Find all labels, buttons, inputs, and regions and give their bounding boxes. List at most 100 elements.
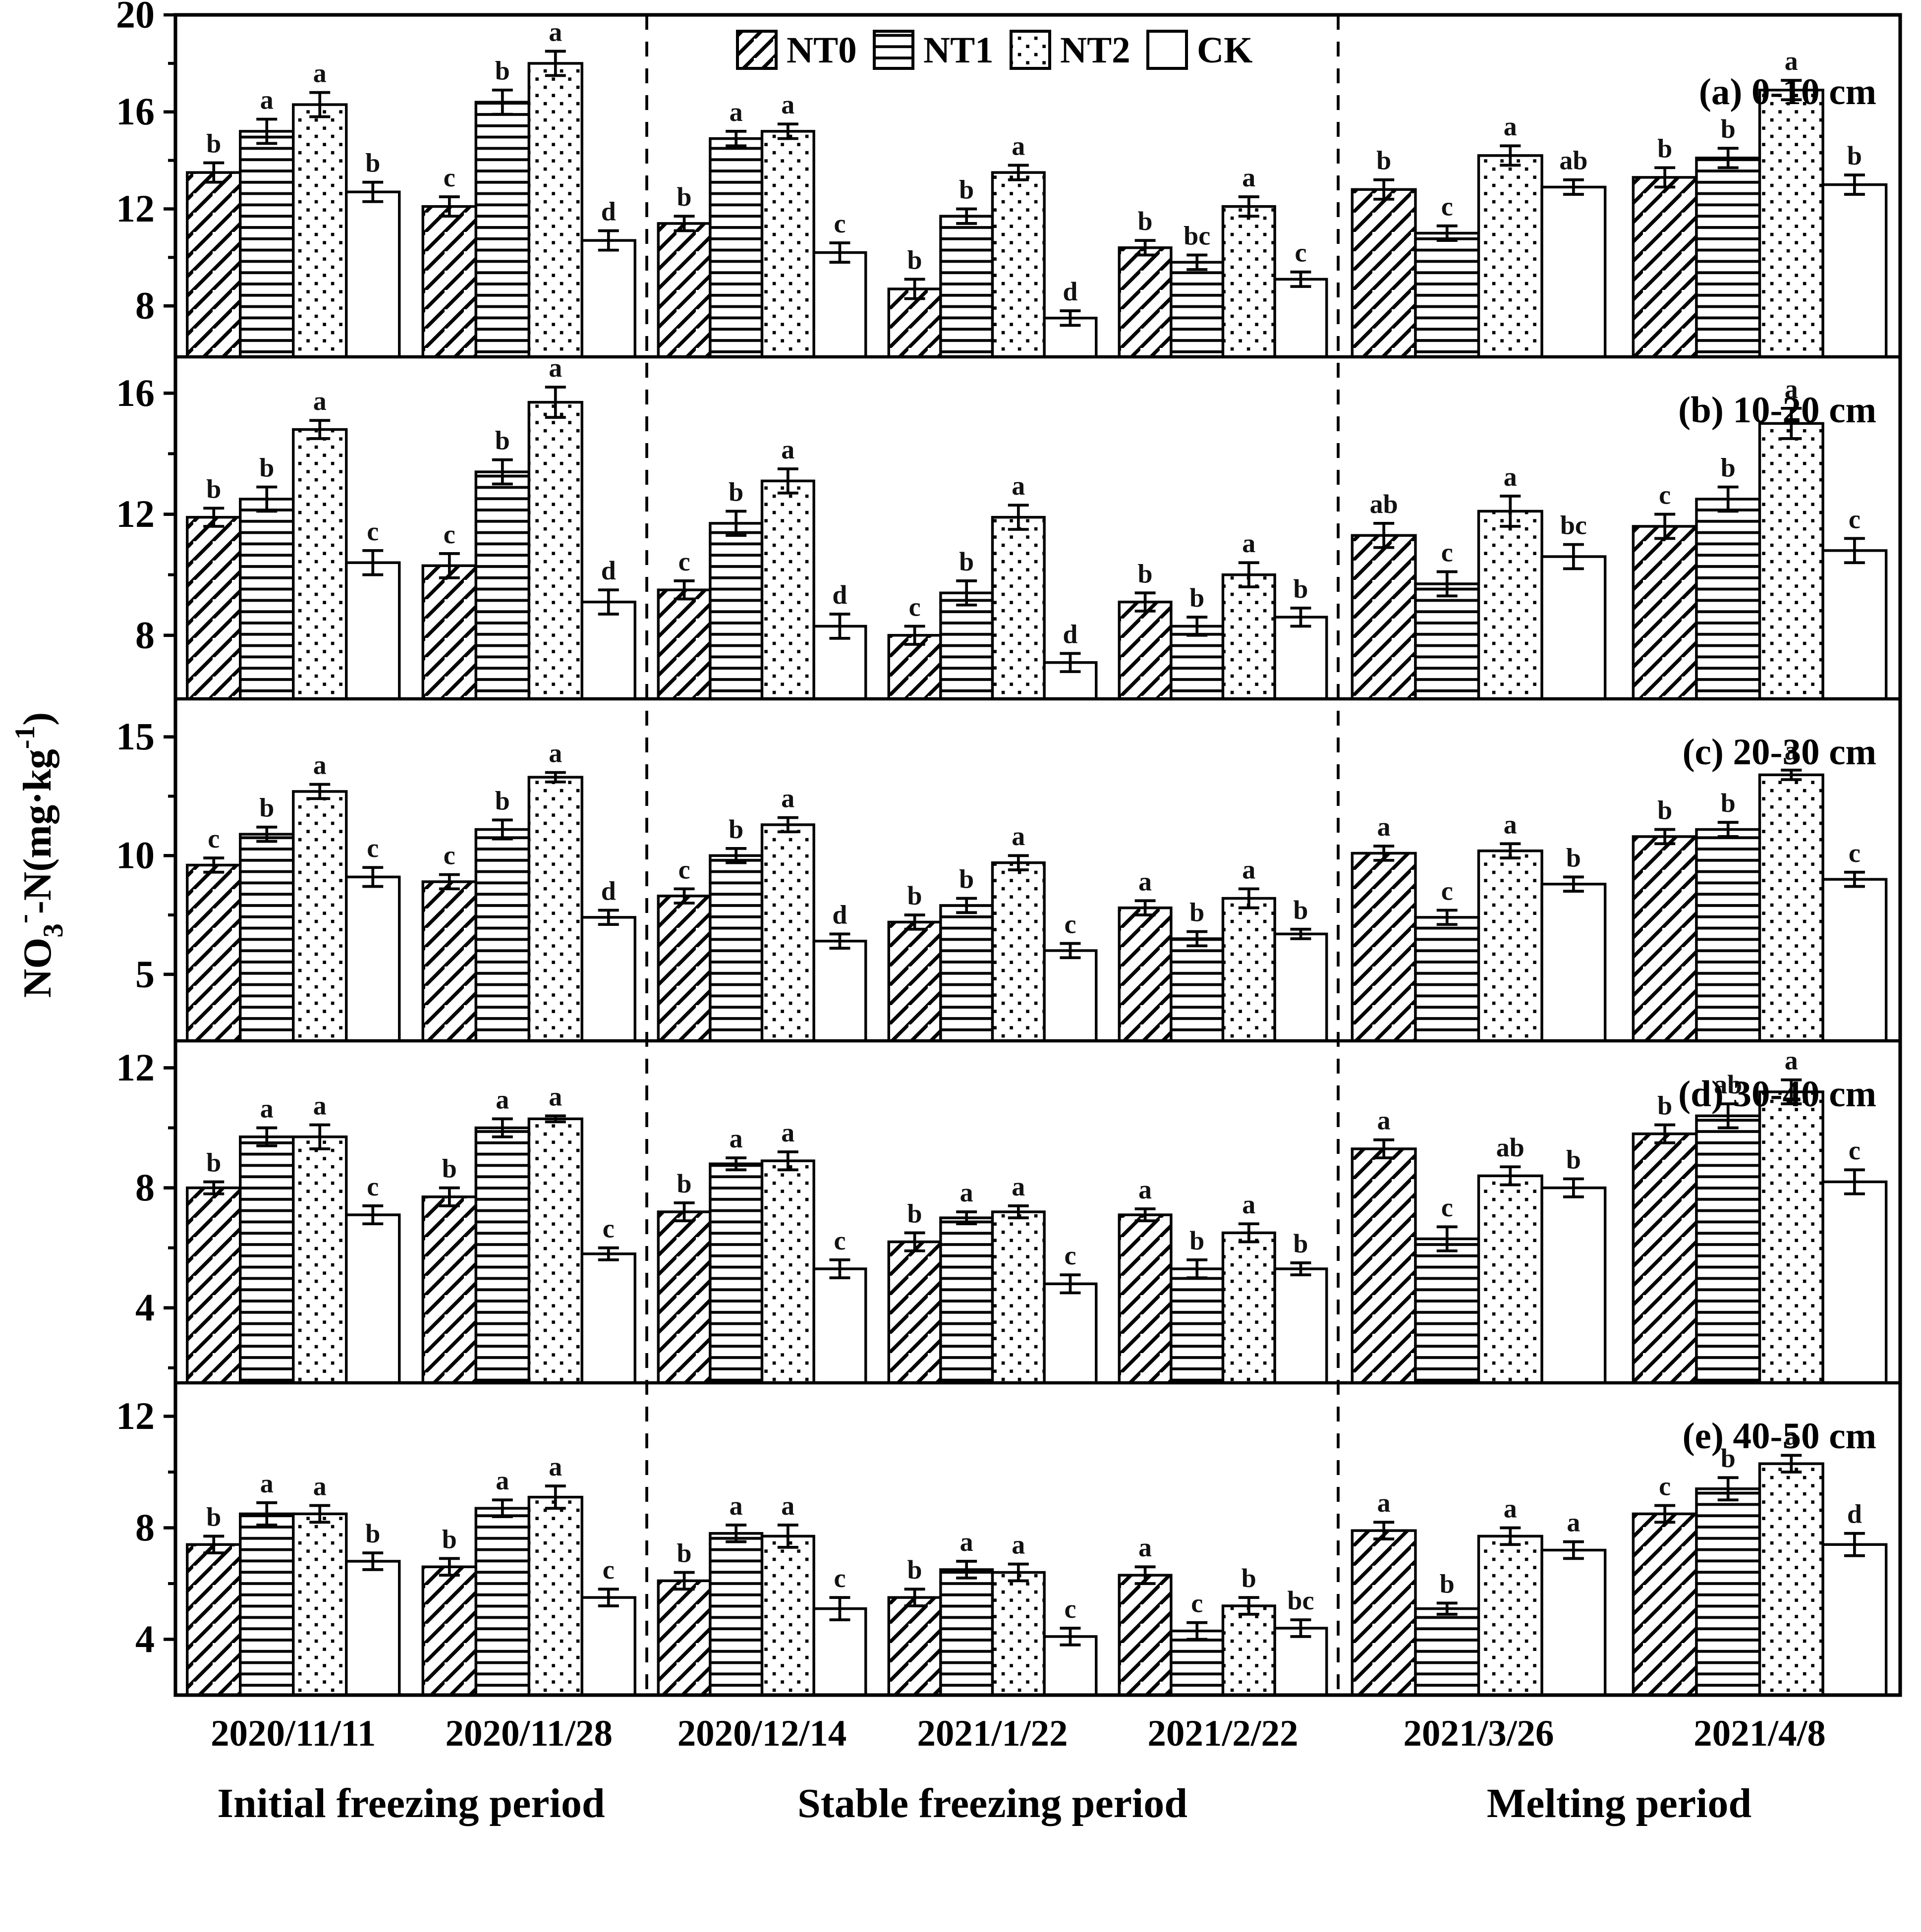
bar-NT1 bbox=[474, 1126, 530, 1384]
sig-letter: a bbox=[1012, 131, 1025, 161]
y-tick-label: 10 bbox=[116, 834, 155, 877]
bar-NT0 bbox=[1632, 176, 1698, 358]
sig-letter: c bbox=[208, 824, 220, 853]
bar-CK bbox=[812, 1607, 867, 1697]
error-bar bbox=[1134, 899, 1156, 916]
error-bar bbox=[1060, 942, 1081, 960]
panel-depth-label: (a) 0-10 cm bbox=[1699, 71, 1876, 113]
error-bar bbox=[492, 88, 513, 116]
bar-NT1 bbox=[239, 1135, 295, 1384]
bar-CK bbox=[1273, 1627, 1328, 1697]
error-bar bbox=[1781, 768, 1802, 781]
sig-letter: b bbox=[495, 56, 510, 86]
error-bar bbox=[1844, 537, 1865, 565]
sig-letter: c bbox=[367, 833, 379, 863]
y-tick-label: 4 bbox=[135, 1618, 155, 1660]
error-bar bbox=[439, 873, 460, 891]
bar-NT0 bbox=[1632, 525, 1698, 700]
error-bar bbox=[1373, 1521, 1395, 1540]
plot-frame bbox=[173, 13, 1902, 1697]
error-bar bbox=[203, 161, 225, 184]
bar-NT2 bbox=[292, 1135, 348, 1384]
bar-NT1 bbox=[939, 904, 994, 1042]
y-tick-label: 8 bbox=[135, 1506, 155, 1549]
bar-CK bbox=[1043, 1282, 1098, 1384]
sig-letter: a bbox=[1012, 471, 1025, 501]
bar-NT0 bbox=[657, 222, 712, 358]
sig-letter: a bbox=[960, 1178, 973, 1207]
sig-letter: ab bbox=[1370, 489, 1398, 519]
bar-NT2 bbox=[760, 130, 815, 358]
sig-letter: a bbox=[1012, 1172, 1025, 1201]
error-bar bbox=[1060, 652, 1081, 673]
y-tick-label: 15 bbox=[116, 715, 155, 758]
error-bar bbox=[439, 1186, 460, 1207]
sig-letter: a bbox=[1242, 854, 1255, 884]
bar-CK bbox=[812, 1267, 867, 1384]
sig-letter: a bbox=[260, 85, 274, 114]
y-tick-label: 16 bbox=[116, 372, 155, 414]
sig-letter: b bbox=[1657, 1090, 1672, 1120]
sig-letter: a bbox=[260, 1469, 274, 1498]
x-date-label: 2020/11/11 bbox=[211, 1713, 376, 1754]
sig-letter: a bbox=[1504, 809, 1517, 839]
bar-NT0 bbox=[657, 588, 712, 700]
bar-NT1 bbox=[239, 130, 295, 358]
error-bar bbox=[674, 579, 695, 601]
sig-letter: b bbox=[959, 864, 974, 894]
sig-letter: c bbox=[1441, 538, 1453, 568]
sig-letter: a bbox=[1504, 1493, 1517, 1523]
error-bar bbox=[829, 1258, 850, 1280]
error-bar bbox=[777, 816, 798, 834]
error-bar bbox=[492, 1498, 513, 1518]
sig-letter: a bbox=[1242, 1190, 1255, 1219]
error-bar bbox=[362, 866, 384, 888]
bar-NT2 bbox=[991, 515, 1046, 700]
bar-CK bbox=[345, 875, 401, 1042]
error-bar bbox=[1844, 173, 1865, 196]
sig-letter: c bbox=[444, 519, 455, 549]
legend-item-CK: CK bbox=[1146, 30, 1252, 71]
error-bar bbox=[1500, 1165, 1521, 1187]
error-bar bbox=[777, 467, 798, 495]
error-bar bbox=[1654, 1504, 1676, 1524]
panel-depth-label: (e) 40-50 cm bbox=[1683, 1416, 1876, 1457]
bar-CK bbox=[812, 251, 867, 358]
y-tick-label: 12 bbox=[116, 1046, 155, 1089]
error-bar bbox=[1290, 1618, 1311, 1638]
sig-letter: a bbox=[496, 1084, 509, 1114]
bar-NT1 bbox=[1414, 231, 1480, 358]
bar-NT2 bbox=[991, 171, 1046, 358]
error-bar bbox=[362, 1204, 384, 1226]
error-bar bbox=[439, 195, 460, 218]
error-bar bbox=[777, 1524, 798, 1549]
error-bar bbox=[598, 1588, 619, 1607]
sig-letter: c bbox=[444, 841, 455, 870]
bar-NT0 bbox=[421, 564, 477, 700]
error-bar bbox=[598, 1246, 619, 1261]
sig-letter: b bbox=[729, 814, 743, 844]
error-bar bbox=[598, 588, 619, 616]
error-bar bbox=[1654, 1123, 1676, 1144]
panel-depth-label: (c) 20-30 cm bbox=[1683, 732, 1876, 773]
bar-CK bbox=[580, 916, 636, 1042]
bar-NT1 bbox=[709, 854, 764, 1042]
bar-NT2 bbox=[292, 790, 348, 1042]
sig-letter: a bbox=[549, 1452, 562, 1481]
sig-letter: a bbox=[1377, 1488, 1391, 1518]
error-bar bbox=[777, 122, 798, 140]
sig-letter: a bbox=[260, 1094, 274, 1124]
error-bar bbox=[904, 278, 925, 300]
bar-NT1 bbox=[939, 591, 994, 700]
error-bar bbox=[256, 117, 278, 145]
sig-letter: b bbox=[959, 174, 974, 204]
sig-letter: b bbox=[1293, 1229, 1308, 1258]
bar-NT0 bbox=[1118, 600, 1173, 700]
y-tick-label: 12 bbox=[116, 1395, 155, 1437]
error-bar bbox=[1436, 570, 1458, 598]
error-bar bbox=[1717, 821, 1739, 838]
error-bar bbox=[492, 458, 513, 486]
sig-letter: b bbox=[365, 1519, 380, 1548]
bar-NT0 bbox=[1118, 906, 1173, 1042]
bar-CK bbox=[1540, 1186, 1607, 1384]
